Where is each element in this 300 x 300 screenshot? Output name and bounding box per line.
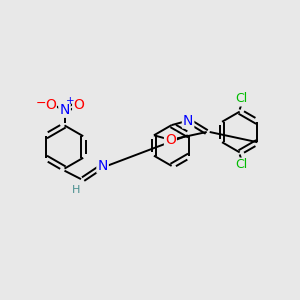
Text: O: O — [45, 98, 56, 112]
Text: Cl: Cl — [235, 158, 247, 172]
Text: O: O — [165, 133, 176, 147]
Text: N: N — [59, 103, 70, 117]
Text: H: H — [72, 184, 81, 195]
Text: N: N — [98, 159, 108, 172]
Text: Cl: Cl — [235, 92, 247, 106]
Text: N: N — [183, 114, 193, 128]
Text: +: + — [66, 96, 74, 106]
Text: −: − — [35, 97, 46, 110]
Text: O: O — [73, 98, 84, 112]
